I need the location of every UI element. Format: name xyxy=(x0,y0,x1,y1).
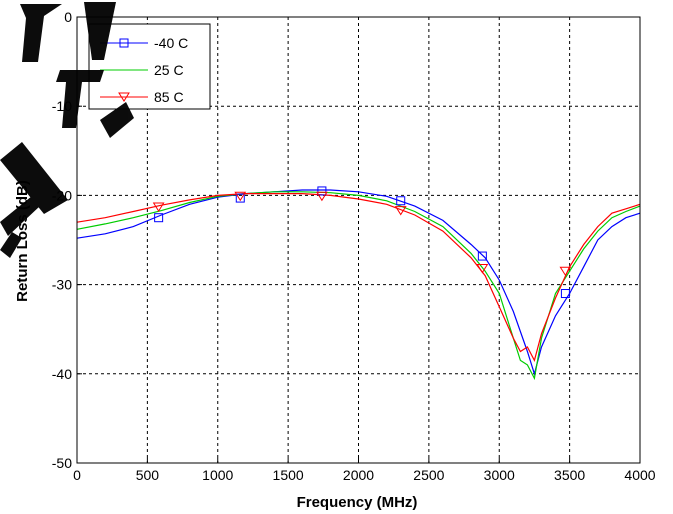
legend-label-85c: 85 C xyxy=(154,89,184,105)
series-line-25c xyxy=(76,191,641,381)
watermark-letter-4 xyxy=(100,102,134,138)
x-tick-label: 1500 xyxy=(273,467,304,483)
marker-square--40c xyxy=(396,196,406,206)
legend-box xyxy=(88,23,211,110)
watermark-letter-1 xyxy=(20,4,62,62)
legend-marker-triangle-down-icon xyxy=(118,92,130,102)
plot-frame xyxy=(76,16,641,464)
x-tick-label: 3000 xyxy=(484,467,515,483)
x-tick-label: 4000 xyxy=(624,467,655,483)
watermark-letter-6 xyxy=(0,232,22,258)
y-tick-label: -30 xyxy=(52,277,72,293)
watermark-letter-2 xyxy=(84,2,116,60)
marker-square--40c xyxy=(560,289,570,299)
marker-triangle-85c xyxy=(316,191,328,202)
marker-triangle-85c xyxy=(559,266,572,277)
tick-labels: 050010001500200025003000350040000-10-20-… xyxy=(52,9,656,483)
marker-square--40c xyxy=(154,213,164,223)
marker-square--40c xyxy=(477,251,487,261)
marker-triangle-85c xyxy=(234,191,247,202)
legend-entry-25c: 25 C xyxy=(100,62,184,78)
series-line--40c xyxy=(76,189,641,376)
x-tick-label: 2500 xyxy=(413,467,444,483)
x-tick-label: 3500 xyxy=(554,467,585,483)
legend: -40 C 25 C 85 C xyxy=(88,23,211,110)
x-tick-label: 500 xyxy=(136,467,160,483)
series-line-85c xyxy=(76,193,641,363)
series-markers xyxy=(152,186,572,299)
marker-triangle-85c xyxy=(476,264,489,274)
watermark-stamp xyxy=(0,2,134,258)
y-tick-label: 0 xyxy=(64,9,72,25)
watermark-letter-7 xyxy=(0,196,40,236)
legend-label-25c: 25 C xyxy=(154,62,184,78)
x-tick-label: 1000 xyxy=(202,467,233,483)
y-tick-label: -50 xyxy=(52,455,72,471)
watermark-letter-5 xyxy=(0,142,68,214)
x-tick-label: 0 xyxy=(73,467,81,483)
marker-triangle-85c xyxy=(152,202,165,212)
x-tick-label: 2000 xyxy=(343,467,374,483)
marker-triangle-85c xyxy=(394,206,407,216)
watermark-letter-3 xyxy=(56,70,104,128)
y-tick-label: -40 xyxy=(52,366,72,382)
series-lines xyxy=(76,189,641,381)
marker-square--40c xyxy=(317,186,327,196)
x-axis-label: Frequency (MHz) xyxy=(297,494,418,511)
legend-label--40c: -40 C xyxy=(154,35,188,51)
legend-entry--40c: -40 C xyxy=(100,35,188,51)
legend-entry-85c: 85 C xyxy=(100,89,184,105)
marker-square--40c xyxy=(235,193,245,203)
legend-marker-square-icon xyxy=(119,38,129,48)
